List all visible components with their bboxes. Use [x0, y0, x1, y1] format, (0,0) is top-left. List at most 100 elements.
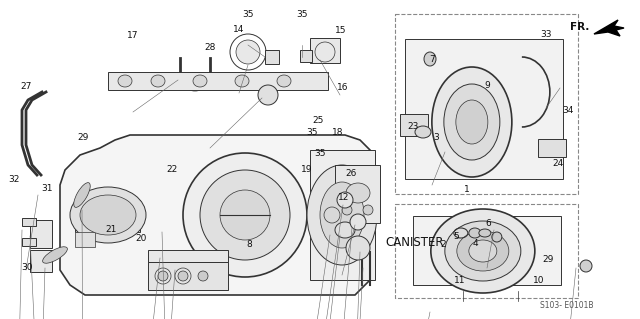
Text: FR.: FR.: [570, 22, 589, 32]
Text: 5: 5: [454, 232, 459, 241]
Bar: [265, 50, 279, 64]
Text: CANISTER: CANISTER: [386, 236, 444, 249]
Ellipse shape: [183, 153, 307, 277]
Ellipse shape: [444, 84, 500, 160]
Ellipse shape: [193, 75, 207, 87]
Ellipse shape: [469, 228, 481, 238]
Ellipse shape: [350, 214, 366, 230]
Ellipse shape: [74, 182, 90, 207]
Bar: [335, 165, 380, 223]
Text: 34: 34: [563, 106, 574, 115]
Ellipse shape: [456, 100, 488, 144]
Text: 19: 19: [301, 165, 312, 174]
Ellipse shape: [363, 205, 373, 215]
Bar: [413, 216, 561, 285]
Bar: [400, 114, 428, 136]
Ellipse shape: [424, 52, 436, 66]
Ellipse shape: [277, 75, 291, 87]
Ellipse shape: [320, 182, 364, 248]
Ellipse shape: [178, 271, 188, 281]
Text: 22: 22: [166, 165, 177, 174]
Bar: [75, 200, 140, 232]
Text: 15: 15: [335, 26, 346, 35]
Text: 32: 32: [8, 175, 20, 184]
Text: S103- E0101B: S103- E0101B: [540, 300, 594, 309]
Text: 35: 35: [314, 149, 326, 158]
Bar: [538, 139, 566, 157]
Text: 6: 6: [486, 219, 491, 228]
Ellipse shape: [469, 240, 497, 262]
Text: 29: 29: [77, 133, 89, 142]
Ellipse shape: [236, 40, 260, 64]
Ellipse shape: [258, 85, 278, 105]
Text: 16: 16: [337, 83, 348, 92]
Ellipse shape: [151, 75, 165, 87]
Ellipse shape: [220, 190, 270, 240]
Text: 11: 11: [454, 276, 465, 285]
Text: 26: 26: [345, 169, 356, 178]
Ellipse shape: [415, 126, 431, 138]
Text: 14: 14: [233, 25, 244, 34]
Bar: [300, 50, 312, 62]
Bar: [148, 250, 228, 262]
Ellipse shape: [200, 170, 290, 260]
Bar: [395, 14, 578, 194]
Bar: [395, 204, 578, 298]
Polygon shape: [60, 135, 375, 295]
Ellipse shape: [580, 260, 592, 272]
Bar: [22, 218, 36, 226]
Ellipse shape: [335, 222, 355, 238]
Text: 35: 35: [243, 10, 254, 19]
Bar: [22, 238, 36, 246]
Ellipse shape: [431, 209, 535, 293]
Text: 4: 4: [472, 239, 477, 248]
Bar: [310, 150, 375, 280]
Ellipse shape: [457, 231, 509, 271]
Bar: [30, 220, 52, 248]
Text: 29: 29: [543, 255, 554, 263]
Bar: [30, 250, 52, 272]
Ellipse shape: [158, 271, 168, 281]
Text: 27: 27: [20, 82, 31, 91]
Ellipse shape: [307, 165, 377, 265]
Text: 35: 35: [296, 10, 308, 19]
Text: 23: 23: [407, 122, 419, 131]
Text: 25: 25: [312, 116, 324, 125]
Ellipse shape: [198, 271, 208, 281]
Bar: [405, 39, 563, 179]
Ellipse shape: [337, 192, 353, 208]
Text: 35: 35: [306, 128, 317, 137]
Ellipse shape: [492, 232, 502, 242]
Text: 12: 12: [338, 193, 349, 202]
Ellipse shape: [324, 207, 340, 223]
Ellipse shape: [80, 195, 136, 235]
Text: 8: 8: [247, 241, 252, 249]
Text: 30: 30: [21, 263, 33, 271]
Ellipse shape: [235, 75, 249, 87]
Ellipse shape: [432, 67, 512, 177]
Text: 24: 24: [552, 159, 564, 168]
Bar: [108, 72, 328, 90]
Ellipse shape: [43, 247, 67, 263]
Text: 33: 33: [540, 30, 552, 39]
Text: 2: 2: [441, 241, 446, 249]
Polygon shape: [594, 20, 624, 36]
Text: 18: 18: [332, 128, 343, 137]
Text: 31: 31: [41, 184, 52, 193]
Text: 1: 1: [465, 185, 470, 194]
Bar: [310, 38, 340, 63]
Ellipse shape: [346, 183, 370, 203]
Text: 21: 21: [105, 225, 116, 234]
Ellipse shape: [479, 229, 491, 237]
Text: 17: 17: [127, 31, 139, 40]
Text: 3: 3: [434, 133, 439, 142]
Text: 20: 20: [135, 234, 147, 243]
Bar: [75, 232, 95, 247]
Ellipse shape: [118, 75, 132, 87]
Ellipse shape: [342, 205, 352, 215]
Text: 28: 28: [204, 43, 216, 52]
Ellipse shape: [445, 221, 521, 281]
Text: 7: 7: [429, 55, 435, 63]
Bar: [148, 262, 228, 290]
Text: 10: 10: [533, 276, 545, 285]
